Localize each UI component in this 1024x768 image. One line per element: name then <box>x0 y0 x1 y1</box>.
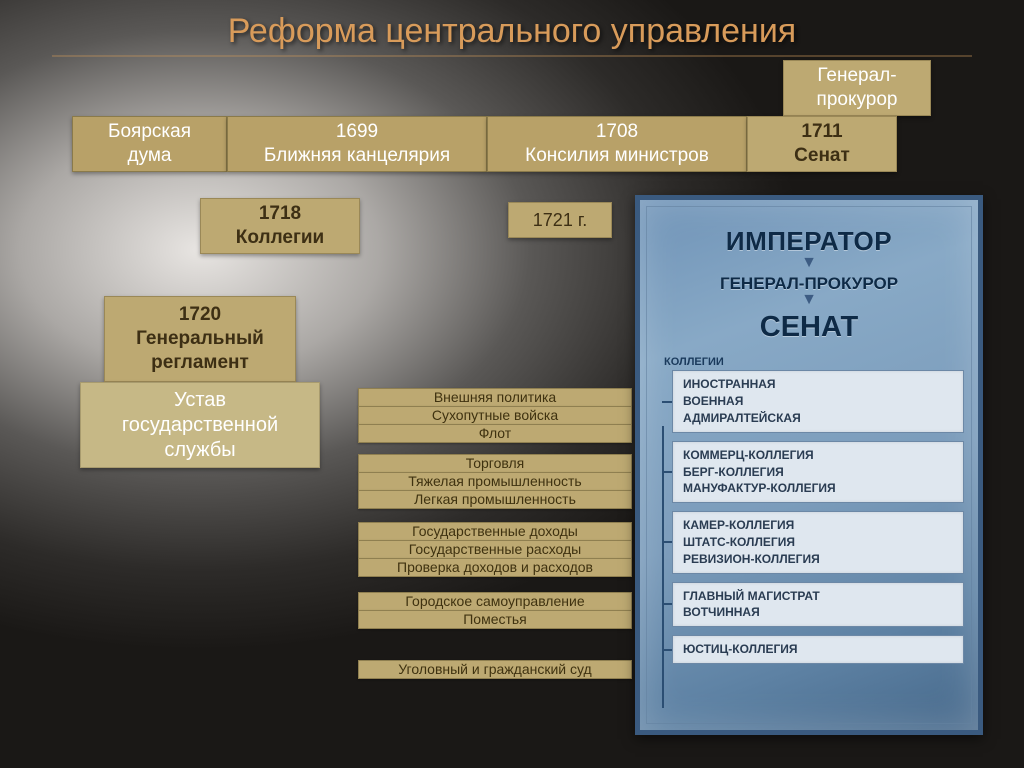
fn-group-1: Внешняя политика Сухопутные войска Флот <box>358 388 632 443</box>
panel-row: ГЛАВНЫЙ МАГИСТРАТВОТЧИННАЯ <box>662 582 964 628</box>
text: Генеральный <box>136 327 264 351</box>
fn-item: Уголовный и гражданский суд <box>358 660 632 679</box>
fn-item: Государственные расходы <box>358 540 632 559</box>
text: прокурор <box>817 88 898 112</box>
panel-row: ЮСТИЦ-КОЛЛЕГИЯ <box>662 635 964 664</box>
text: Устав <box>174 388 226 413</box>
block-prokuror: Генерал- прокурор <box>783 60 931 116</box>
title-underline <box>52 55 972 57</box>
fn-group-4: Городское самоуправление Поместья <box>358 592 632 629</box>
panel-row: КАМЕР-КОЛЛЕГИЯШТАТС-КОЛЛЕГИЯРЕВИЗИОН-КОЛ… <box>662 511 964 573</box>
panel-connector <box>662 401 672 403</box>
block-duma: Боярская дума <box>72 116 227 172</box>
panel-row: ИНОСТРАННАЯВОЕННАЯАДМИРАЛТЕЙСКАЯ <box>662 370 964 432</box>
panel-trunk-line <box>662 426 664 708</box>
panel-senat: СЕНАТ <box>640 311 978 344</box>
block-1721: 1721 г. <box>508 202 612 238</box>
text: Боярская <box>108 120 191 144</box>
panel-cell: КОММЕРЦ-КОЛЛЕГИЯБЕРГ-КОЛЛЕГИЯМАНУФАКТУР-… <box>672 441 964 503</box>
text: Консилия министров <box>525 144 709 168</box>
text: дума <box>127 144 171 168</box>
panel-cell: ЮСТИЦ-КОЛЛЕГИЯ <box>672 635 964 664</box>
panel-emperor: ИМПЕРАТОР <box>640 226 978 257</box>
down-arrow-icon: ▼ <box>640 257 978 268</box>
fn-group-5: Уголовный и гражданский суд <box>358 660 632 679</box>
fn-item: Поместья <box>358 610 632 629</box>
fn-item: Легкая промышленность <box>358 490 632 509</box>
text: 1711 <box>801 120 842 144</box>
fn-item: Торговля <box>358 454 632 473</box>
panel-groups: ИНОСТРАННАЯВОЕННАЯАДМИРАЛТЕЙСКАЯ КОММЕРЦ-… <box>640 370 978 664</box>
block-1711: 1711 Сенат <box>747 116 897 172</box>
text: Генерал- <box>817 64 896 88</box>
text: 1720 <box>179 303 221 327</box>
fn-group-3: Государственные доходы Государственные р… <box>358 522 632 577</box>
fn-item: Государственные доходы <box>358 522 632 541</box>
text: 1708 <box>596 120 638 144</box>
fn-group-2: Торговля Тяжелая промышленность Легкая п… <box>358 454 632 509</box>
fn-item: Внешняя политика <box>358 388 632 407</box>
block-1720: 1720 Генеральный регламент <box>104 296 296 382</box>
text: регламент <box>151 351 249 375</box>
text: Сенат <box>794 144 850 168</box>
text: Коллегии <box>236 226 324 250</box>
block-1699: 1699 Ближняя канцелярия <box>227 116 487 172</box>
fn-item: Проверка доходов и расходов <box>358 558 632 577</box>
text: государственной <box>122 413 278 438</box>
panel-cell: КАМЕР-КОЛЛЕГИЯШТАТС-КОЛЛЕГИЯРЕВИЗИОН-КОЛ… <box>672 511 964 573</box>
text: Ближняя канцелярия <box>264 144 450 168</box>
panel-kollegii-label: КОЛЛЕГИИ <box>664 356 978 368</box>
fn-item: Городское самоуправление <box>358 592 632 611</box>
down-arrow-icon: ▼ <box>640 294 978 305</box>
fn-item: Тяжелая промышленность <box>358 472 632 491</box>
block-1708: 1708 Консилия министров <box>487 116 747 172</box>
block-ustav: Устав государственной службы <box>80 382 320 468</box>
text: службы <box>164 438 235 463</box>
text: 1699 <box>336 120 378 144</box>
panel-cell: ИНОСТРАННАЯВОЕННАЯАДМИРАЛТЕЙСКАЯ <box>672 370 964 432</box>
panel-row: КОММЕРЦ-КОЛЛЕГИЯБЕРГ-КОЛЛЕГИЯМАНУФАКТУР-… <box>662 441 964 503</box>
slide-title: Реформа центрального управления <box>0 0 1024 55</box>
fn-item: Сухопутные войска <box>358 406 632 425</box>
structure-panel: ИМПЕРАТОР ▼ ГЕНЕРАЛ-ПРОКУРОР ▼ СЕНАТ КОЛ… <box>635 195 983 735</box>
fn-item: Флот <box>358 424 632 443</box>
panel-cell: ГЛАВНЫЙ МАГИСТРАТВОТЧИННАЯ <box>672 582 964 628</box>
block-1718: 1718 Коллегии <box>200 198 360 254</box>
text: 1718 <box>259 202 301 226</box>
